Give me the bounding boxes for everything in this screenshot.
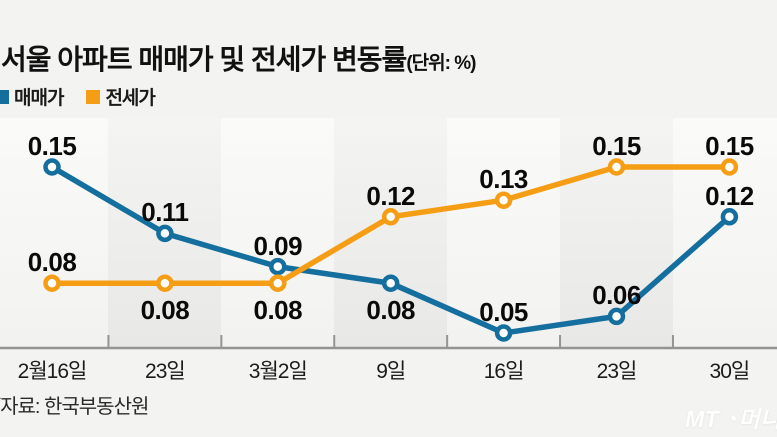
column-stripe-3월2일 [221, 118, 335, 348]
source-text: 자료: 한국부동산원 [0, 396, 149, 418]
legend-item-sale: 매매가 [0, 83, 64, 110]
value-label-매매가-30일: 0.12 [705, 180, 754, 211]
data-point-매매가-23일 [607, 307, 626, 326]
value-label-매매가-3월2일: 0.09 [253, 230, 303, 261]
column-stripe-16일 [447, 118, 561, 348]
value-label-전세가-23일: 0.15 [592, 131, 641, 161]
value-label-전세가-23일: 0.08 [140, 295, 190, 326]
x-axis-label-3월2일: 3월2일 [248, 360, 308, 383]
moneytoday-logo: MT ◔머니 [685, 400, 777, 434]
value-label-매매가-2월16일: 0.15 [27, 131, 77, 161]
value-label-전세가-16일: 0.13 [479, 164, 528, 195]
plot-stripes [0, 118, 777, 348]
value-label-전세가-30일: 0.15 [705, 131, 754, 161]
data-point-전세가-23일 [607, 158, 626, 176]
x-axis-label-30일: 30일 [709, 360, 751, 383]
sale-color-swatch [0, 89, 9, 104]
value-label-매매가-16일: 0.05 [479, 297, 528, 327]
logo-circle-icon: ◔ [724, 406, 739, 432]
logo-name-text: 머니 [738, 406, 777, 432]
x-axis-label-2월16일: 2월16일 [17, 360, 88, 383]
legend-item-jeonse: 전세가 [86, 83, 156, 110]
data-point-전세가-23일 [156, 274, 174, 292]
source-note: *자료: 한국부동산원 [0, 390, 149, 419]
column-stripe-30일 [672, 118, 777, 348]
value-label-매매가-23일: 0.06 [592, 280, 641, 311]
legend: 매매가 전세가 [0, 83, 169, 110]
page-title: 서울 아파트 매매가 및 전세가 변동률(단위: %) [1, 38, 476, 78]
data-point-매매가-23일 [156, 224, 174, 243]
chart-unit: (단위: %) [406, 53, 476, 74]
x-axis-label-23일: 23일 [596, 360, 638, 383]
data-point-전세가-3월2일 [269, 274, 287, 292]
x-axis-label-9일: 9일 [376, 360, 406, 383]
x-axis-label-16일: 16일 [483, 360, 525, 383]
value-label-매매가-9일: 0.08 [366, 295, 415, 326]
legend-label-sale: 매매가 [14, 88, 64, 109]
chart-title: 서울 아파트 매매가 및 전세가 변동률 [1, 44, 407, 75]
data-point-전세가-2월16일 [43, 274, 61, 292]
data-point-매매가-30일 [720, 208, 739, 226]
value-label-전세가-9일: 0.12 [366, 180, 415, 211]
legend-label-jeonse: 전세가 [105, 88, 155, 109]
data-point-전세가-16일 [494, 191, 513, 209]
column-stripe-9일 [334, 118, 448, 348]
column-stripe-2월16일 [0, 118, 109, 348]
data-point-매매가-9일 [381, 274, 400, 292]
data-point-매매가-3월2일 [269, 257, 287, 276]
data-point-매매가-16일 [494, 324, 513, 342]
value-label-매매가-23일: 0.11 [141, 197, 189, 228]
logo-mt-text: MT [685, 406, 719, 432]
value-label-전세가-2월16일: 0.08 [27, 247, 77, 278]
x-axis-label-23일: 23일 [145, 360, 186, 383]
value-label-전세가-3월2일: 0.08 [253, 295, 303, 326]
data-point-전세가-30일 [720, 158, 739, 176]
data-point-매매가-2월16일 [43, 158, 61, 176]
data-point-전세가-9일 [381, 208, 400, 226]
jeonse-color-swatch [86, 89, 101, 104]
